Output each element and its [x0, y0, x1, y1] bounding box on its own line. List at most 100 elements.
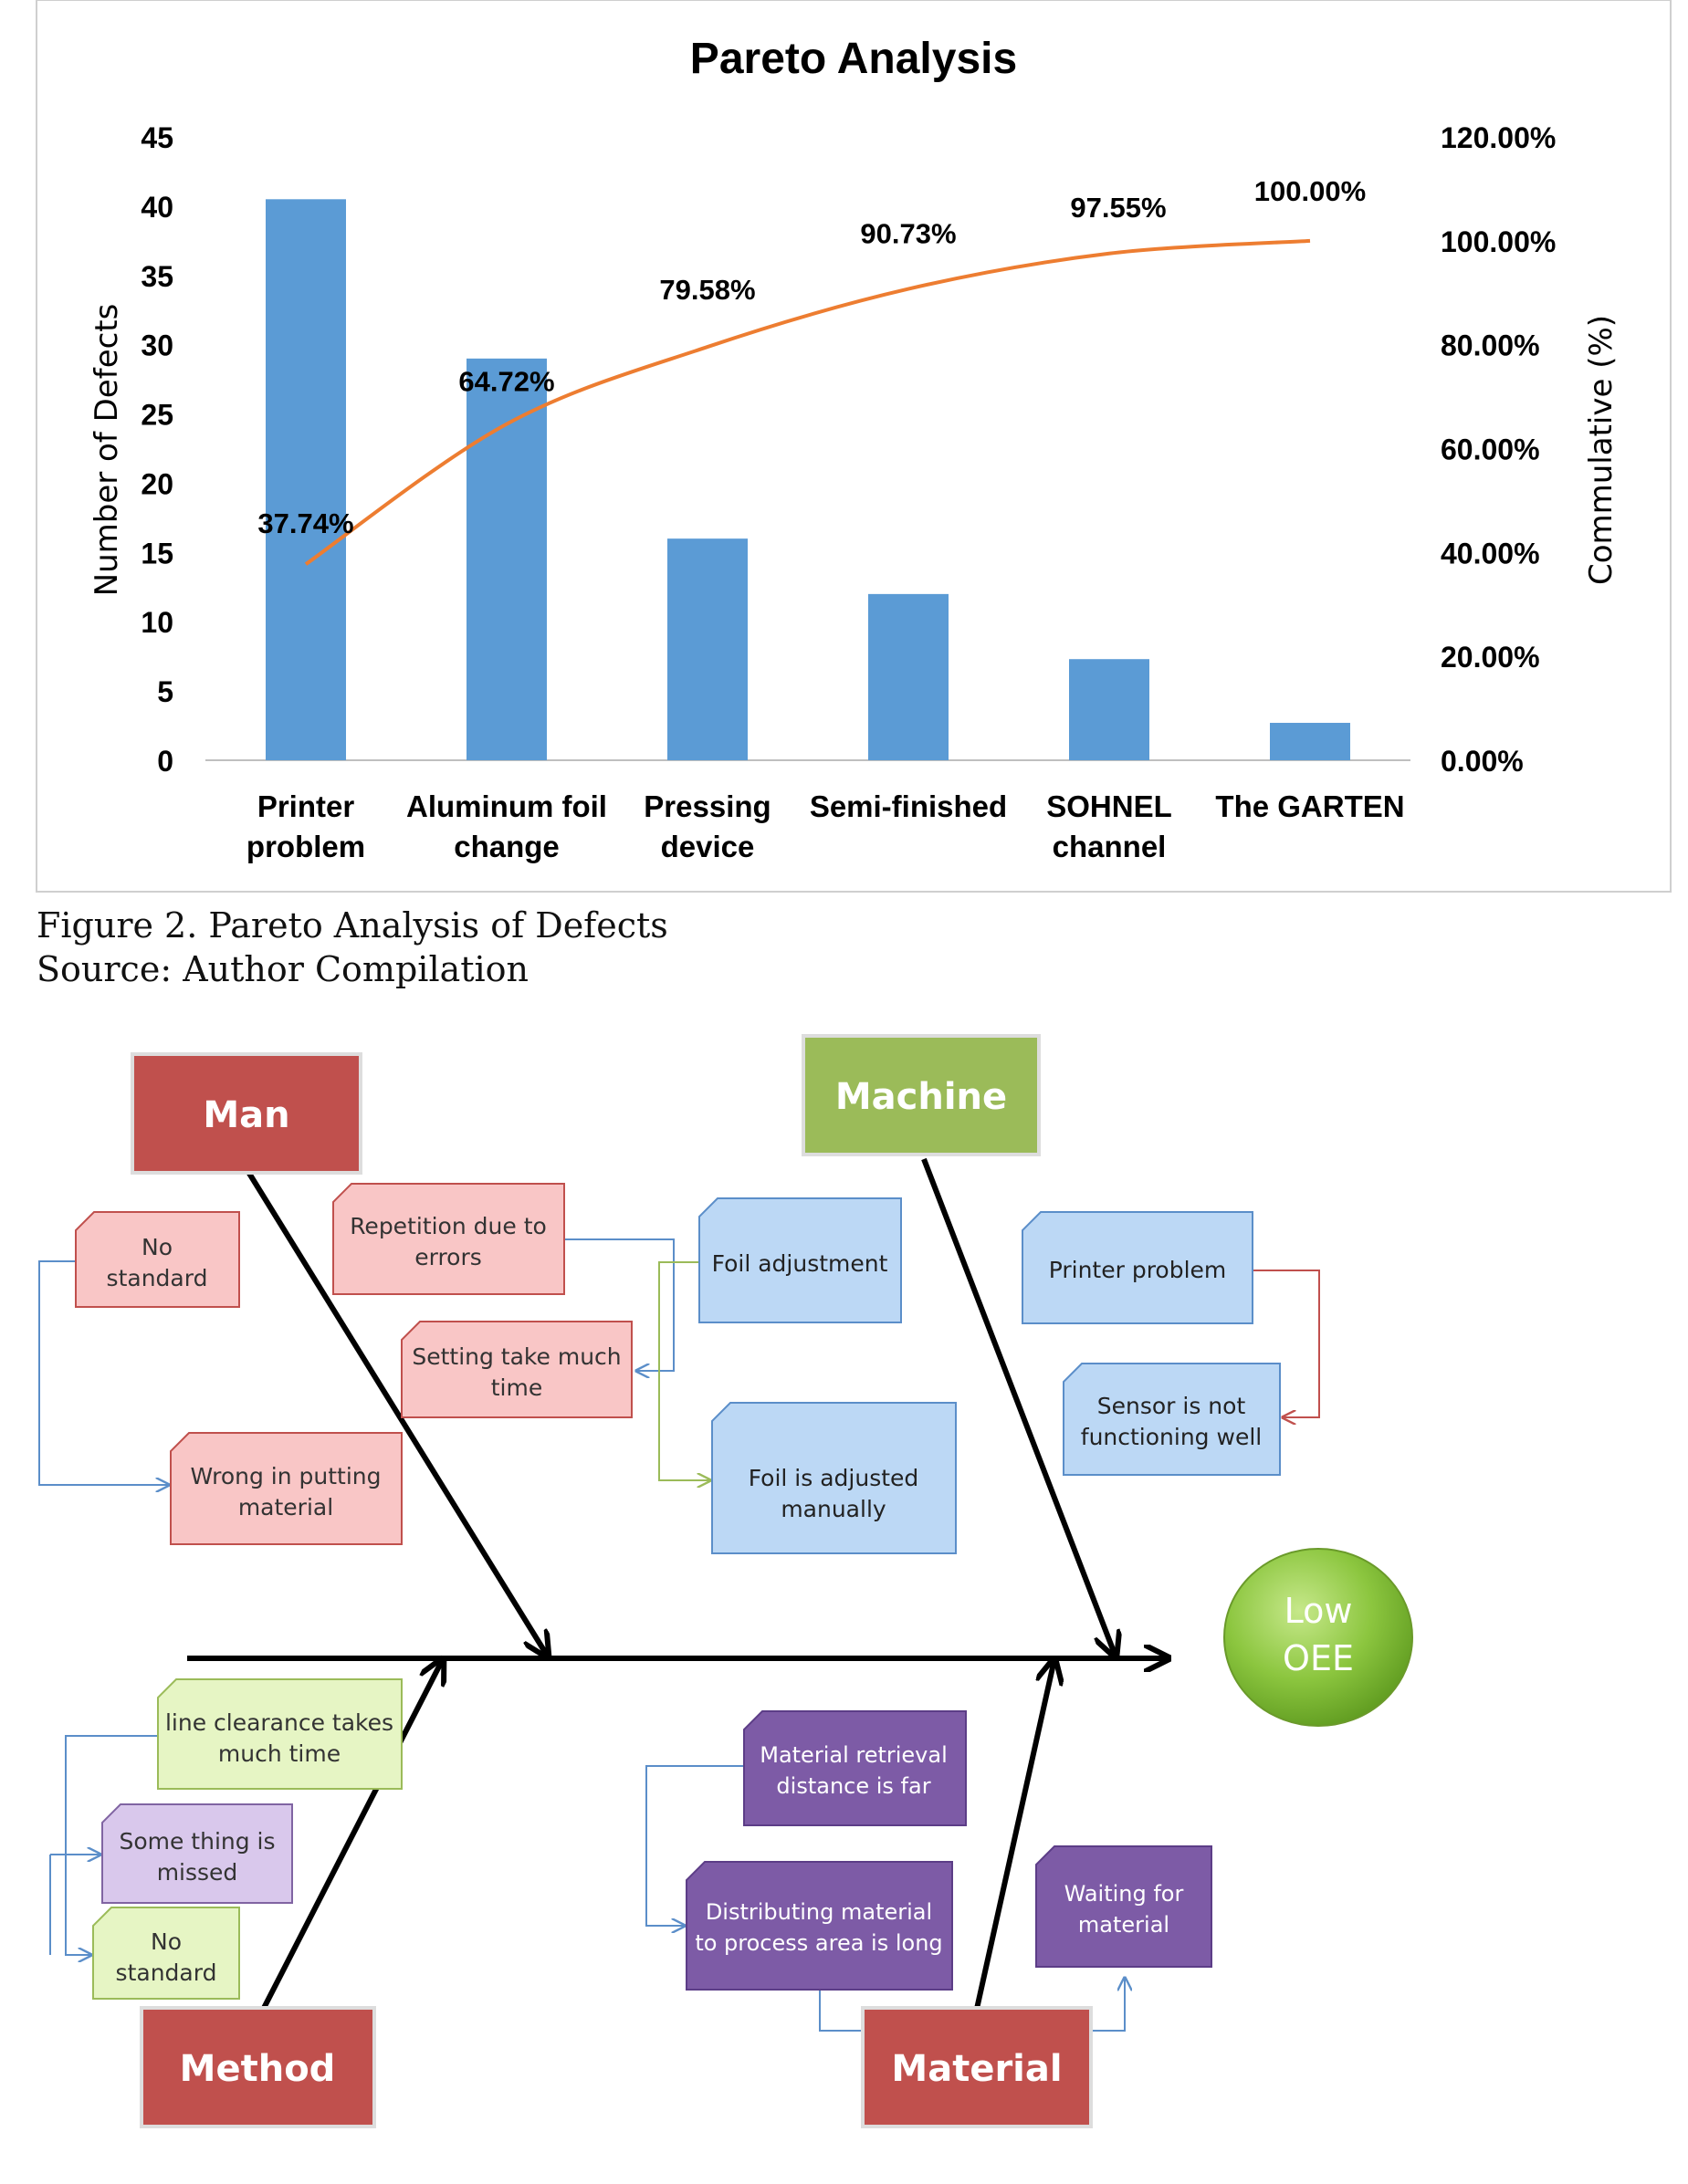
category-method: Method [140, 2006, 376, 2128]
connector-foil [658, 1261, 710, 1480]
connector-retrieval [645, 1765, 744, 1926]
svg-text:time: time [491, 1374, 542, 1401]
rib-man [246, 1170, 548, 1656]
svg-text:No: No [142, 1234, 173, 1260]
x-tick-label: Aluminum foil [406, 789, 607, 823]
y2-tick-label: 80.00% [1441, 329, 1540, 362]
svg-text:Material: Material [891, 2048, 1062, 2090]
cause-repetition: Repetition due to errors [332, 1183, 565, 1295]
y-tick-label: 40 [141, 191, 173, 224]
bar [266, 199, 346, 761]
cause-setting: Setting take much time [401, 1321, 633, 1418]
svg-text:Material retrieval: Material retrieval [760, 1742, 948, 1768]
x-tick-label: SOHNEL [1046, 789, 1172, 823]
figure-caption: Figure 2. Pareto Analysis of Defects [37, 905, 668, 946]
y2-tick-label: 100.00% [1441, 225, 1556, 258]
svg-text:standard: standard [107, 1265, 208, 1291]
cumulative-data-label: 64.72% [458, 366, 554, 398]
connector-repetition [564, 1238, 675, 1371]
svg-text:Low: Low [1284, 1591, 1353, 1631]
svg-text:material: material [1078, 1912, 1169, 1938]
cause-line-clearance: line clearance takes much time [157, 1678, 403, 1790]
svg-text:Wrong in putting: Wrong in putting [191, 1463, 382, 1489]
y-axis-label: Number of Defects [89, 304, 125, 597]
effect-low-oee: Low OEE [1223, 1548, 1413, 1727]
rib-material [972, 1659, 1054, 2018]
figure-source: Source: Author Compilation [37, 949, 529, 989]
svg-text:Man: Man [203, 1094, 289, 1136]
category-man: Man [131, 1052, 362, 1175]
bar [1270, 723, 1350, 760]
svg-text:missed: missed [157, 1859, 238, 1886]
cause-sensor: Sensor is not functioning well [1063, 1363, 1281, 1476]
cause-printer-problem: Printer problem [1022, 1211, 1253, 1324]
cumulative-data-label: 37.74% [257, 507, 353, 539]
cause-wrong-putting: Wrong in putting material [170, 1432, 403, 1545]
fishbone-diagram: Man Machine Method Material Low OEE No s… [38, 1034, 1413, 2128]
svg-text:Repetition due to: Repetition due to [350, 1213, 547, 1239]
x-tick-label: Printer [257, 789, 355, 823]
connector-no-standard-man [38, 1260, 169, 1485]
cause-something-missed: Some thing is missed [101, 1803, 293, 1904]
bar [467, 358, 547, 760]
svg-text:Distributing material: Distributing material [706, 1899, 932, 1925]
bar [868, 593, 949, 760]
pareto-chart: Pareto Analysis Number of Defects Commul… [36, 0, 1672, 893]
svg-text:OEE: OEE [1283, 1638, 1354, 1678]
svg-text:Some thing is: Some thing is [119, 1828, 275, 1855]
y-tick-label: 20 [141, 467, 173, 500]
svg-text:Waiting for: Waiting for [1064, 1881, 1184, 1907]
cumulative-data-label: 100.00% [1254, 175, 1366, 207]
svg-text:distance is far: distance is far [776, 1773, 930, 1799]
cumulative-data-label: 79.58% [659, 274, 755, 306]
y-tick-label: 45 [141, 121, 173, 154]
y-tick-label: 15 [141, 537, 173, 570]
x-tick-label: Pressing [644, 789, 771, 823]
cause-waiting: Waiting for material [1035, 1845, 1212, 1968]
category-machine: Machine [802, 1034, 1041, 1156]
category-material: Material [861, 2006, 1093, 2128]
svg-text:functioning well: functioning well [1081, 1424, 1262, 1450]
bar [1069, 659, 1149, 760]
svg-text:No: No [151, 1928, 182, 1955]
svg-text:material: material [238, 1494, 333, 1520]
cause-foil-manual: Foil is adjusted manually [711, 1402, 957, 1554]
svg-text:standard: standard [116, 1959, 217, 1986]
svg-text:Method: Method [180, 2048, 336, 2090]
svg-text:much time: much time [218, 1740, 341, 1767]
cause-retrieval: Material retrieval distance is far [743, 1710, 967, 1826]
y2-tick-label: 40.00% [1441, 537, 1540, 570]
y-tick-label: 25 [141, 399, 173, 432]
svg-text:Printer problem: Printer problem [1049, 1257, 1227, 1283]
x-tick-label: change [454, 830, 560, 863]
svg-text:Machine: Machine [835, 1076, 1007, 1118]
svg-text:errors: errors [414, 1244, 482, 1270]
bar [667, 538, 748, 760]
connector-printer [1251, 1270, 1320, 1417]
x-tick-label: device [661, 830, 755, 863]
y-tick-label: 0 [157, 745, 173, 778]
svg-text:line clearance takes: line clearance takes [165, 1709, 393, 1736]
y-tick-label: 5 [157, 675, 173, 708]
x-tick-label: channel [1053, 830, 1167, 863]
rib-machine [921, 1157, 1116, 1656]
svg-text:Foil is adjusted: Foil is adjusted [749, 1465, 919, 1491]
svg-text:Foil adjustment: Foil adjustment [712, 1250, 888, 1277]
x-tick-label: Semi-finished [810, 789, 1007, 823]
cumulative-data-label: 97.55% [1070, 192, 1166, 224]
y-tick-label: 30 [141, 329, 173, 362]
cumulative-line [304, 238, 1311, 566]
cause-no-standard-method: No standard [92, 1907, 240, 2000]
x-tick-label: problem [246, 830, 365, 863]
y-tick-label: 10 [141, 606, 173, 639]
y2-axis-label: Commulative (%) [1583, 315, 1620, 585]
svg-text:Sensor is not: Sensor is not [1097, 1393, 1246, 1419]
y2-tick-label: 20.00% [1441, 641, 1540, 674]
svg-text:manually: manually [781, 1496, 886, 1522]
connector-line-clearance [65, 1735, 158, 1955]
svg-text:Setting take much: Setting take much [412, 1343, 621, 1370]
cause-no-standard-man: No standard [75, 1211, 240, 1308]
y2-tick-label: 60.00% [1441, 434, 1540, 466]
y2-tick-label: 120.00% [1441, 121, 1556, 154]
cumulative-data-label: 90.73% [860, 218, 956, 250]
